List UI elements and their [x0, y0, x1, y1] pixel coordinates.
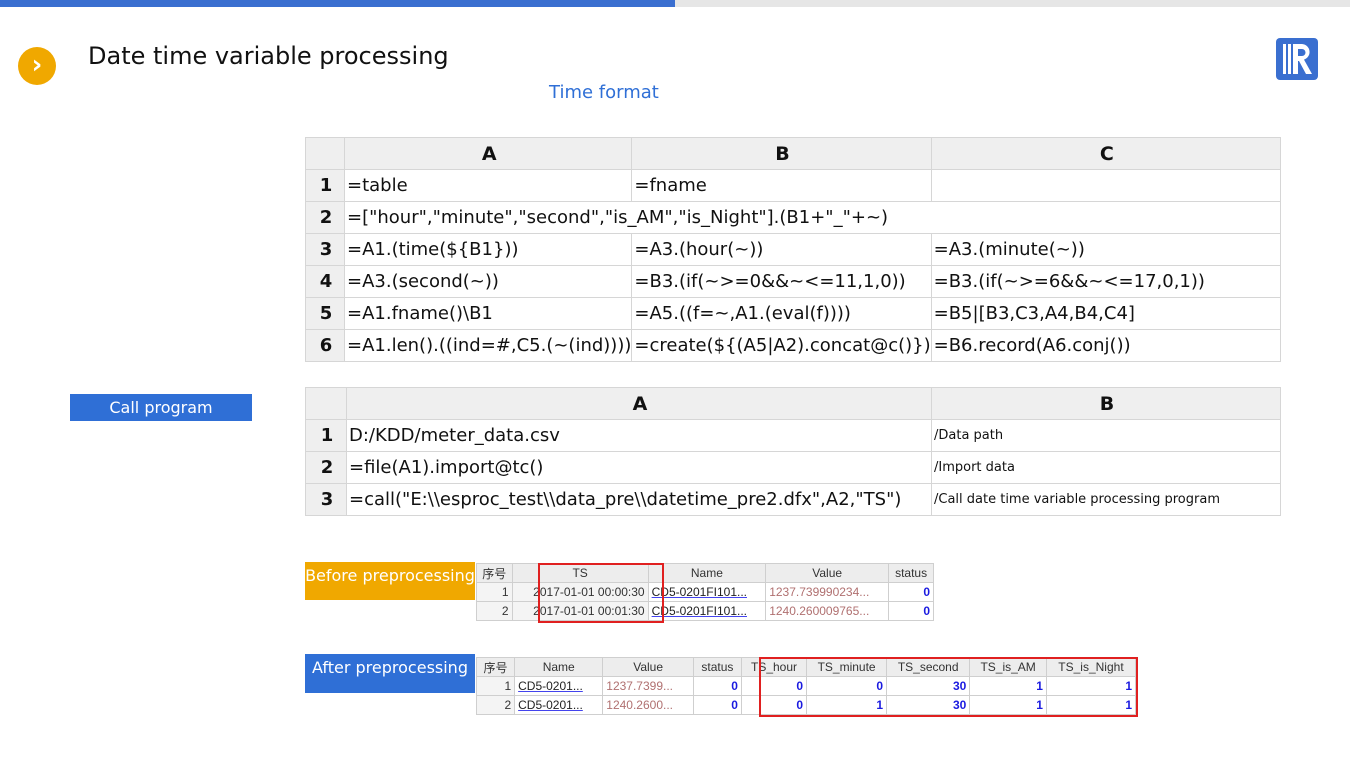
col-header[interactable]: C	[930, 137, 1282, 170]
result-cell[interactable]: 2	[476, 601, 513, 621]
highlight-box	[759, 657, 1138, 717]
col-header[interactable]: B	[631, 137, 932, 170]
result-cell[interactable]: 1	[475, 676, 516, 696]
row-header[interactable]: 5	[305, 297, 345, 330]
row-header[interactable]: 1	[305, 419, 347, 452]
result-cell[interactable]: 2017-01-01 00:01:30	[511, 601, 649, 621]
cell[interactable]: =call("E:\\esproc_test\\data_pre\\dateti…	[346, 483, 932, 516]
result-cell[interactable]: 2	[475, 695, 516, 715]
col-header[interactable]: TS_hour	[740, 657, 808, 677]
section-subtitle: Time format	[549, 82, 659, 103]
col-header[interactable]: Name	[647, 563, 767, 583]
cell[interactable]: =["hour","minute","second","is_AM","is_N…	[344, 201, 1281, 234]
result-cell[interactable]: 1237.7399...	[602, 676, 694, 696]
call-program-label: Call program	[70, 394, 252, 421]
before-preprocessing-label: Before preprocessing	[305, 562, 475, 600]
after-preprocessing-label: After preprocessing	[305, 654, 475, 693]
comment-cell[interactable]: /Call date time variable processing prog…	[931, 483, 1281, 516]
row-header[interactable]: 3	[305, 233, 345, 266]
result-cell[interactable]: 0	[692, 695, 742, 715]
col-header[interactable]: TS_second	[886, 657, 971, 677]
cell[interactable]: =A5.((f=~,A1.(eval(f))))	[631, 297, 932, 330]
result-cell[interactable]: 1240.2600...	[602, 695, 694, 715]
cell[interactable]: =A3.(second(~))	[343, 265, 633, 298]
cell[interactable]: =A3.(minute(~))	[930, 233, 1282, 266]
col-header[interactable]: Value	[765, 563, 890, 583]
result-cell[interactable]: 30	[886, 695, 971, 715]
row-header[interactable]: 2	[305, 201, 345, 234]
top-accent-bar	[0, 0, 675, 7]
cell[interactable]: D:/KDD/meter_data.csv	[346, 419, 932, 452]
cell[interactable]: =fname	[631, 169, 932, 202]
result-cell[interactable]: 1240.260009765...	[765, 601, 890, 621]
col-header[interactable]: A	[343, 137, 633, 170]
comment-cell[interactable]: /Import data	[931, 451, 1281, 484]
code-grid-2: A B 1 D:/KDD/meter_data.csv/Data path 2 =f…	[305, 387, 1281, 516]
result-cell[interactable]: 1237.739990234...	[765, 582, 890, 602]
code-grid-1: A B C 1 =table =fname 2 =["hour","minute","…	[305, 137, 1282, 362]
result-cell[interactable]: 0	[740, 695, 808, 715]
row-header[interactable]: 3	[305, 483, 347, 516]
row-header[interactable]: 2	[305, 451, 347, 484]
chevron-right-icon: ›	[18, 47, 56, 85]
result-cell[interactable]: 2017-01-01 00:00:30	[511, 582, 649, 602]
col-header[interactable]: B	[931, 387, 1281, 420]
result-cell[interactable]: 1	[1045, 676, 1137, 696]
before-result-table: 序号 TS Name Value status 1 2017-01-01 00:00:30 C…	[476, 563, 934, 621]
col-header[interactable]: Value	[602, 657, 694, 677]
cell[interactable]: =B3.(if(~>=0&&~<=11,1,0))	[631, 265, 932, 298]
col-header[interactable]: Name	[514, 657, 604, 677]
page-title: Date time variable processing	[88, 42, 449, 70]
logo-icon	[1276, 38, 1318, 80]
comment-cell[interactable]: /Data path	[931, 419, 1281, 452]
cell[interactable]: =B5|[B3,C3,A4,B4,C4]	[930, 297, 1282, 330]
result-cell[interactable]: CD5-0201FI101...	[647, 601, 767, 621]
col-header[interactable]: status	[888, 563, 934, 583]
cell[interactable]: =A1.(time(${B1}))	[343, 233, 633, 266]
result-cell[interactable]: CD5-0201FI101...	[647, 582, 767, 602]
result-cell[interactable]: 1	[1045, 695, 1137, 715]
cell[interactable]: =file(A1).import@tc()	[346, 451, 932, 484]
cell[interactable]: =create(${(A5|A2).concat@c()})	[631, 329, 932, 362]
result-cell[interactable]: 0	[692, 676, 742, 696]
row-header[interactable]: 4	[305, 265, 345, 298]
col-header[interactable]: TS_is_Night	[1045, 657, 1137, 677]
result-cell[interactable]: CD5-0201...	[514, 676, 604, 696]
cell[interactable]: =A3.(hour(~))	[631, 233, 932, 266]
result-cell[interactable]: 0	[888, 582, 934, 602]
after-result-table: 序号 Name Value status TS_hour TS_minute TS_seco…	[475, 657, 1137, 715]
row-header[interactable]: 1	[305, 169, 345, 202]
top-bar-track	[675, 0, 1350, 7]
cell[interactable]: =B6.record(A6.conj())	[930, 329, 1282, 362]
row-header[interactable]: 6	[305, 329, 345, 362]
cell[interactable]: =A1.fname()\B1	[343, 297, 633, 330]
cell[interactable]	[930, 169, 1282, 202]
cell[interactable]: =A1.len().((ind=#,C5.(~(ind))))	[343, 329, 633, 362]
col-header[interactable]: status	[692, 657, 742, 677]
result-cell[interactable]: 1	[476, 582, 513, 602]
col-header[interactable]: 序号	[475, 657, 516, 677]
result-cell[interactable]: 0	[888, 601, 934, 621]
result-cell[interactable]: CD5-0201...	[514, 695, 604, 715]
col-header[interactable]: 序号	[476, 563, 513, 583]
cell[interactable]: =table	[343, 169, 633, 202]
cell[interactable]: =B3.(if(~>=6&&~<=17,0,1))	[930, 265, 1282, 298]
col-header[interactable]: A	[346, 387, 932, 420]
highlight-box	[538, 563, 664, 623]
